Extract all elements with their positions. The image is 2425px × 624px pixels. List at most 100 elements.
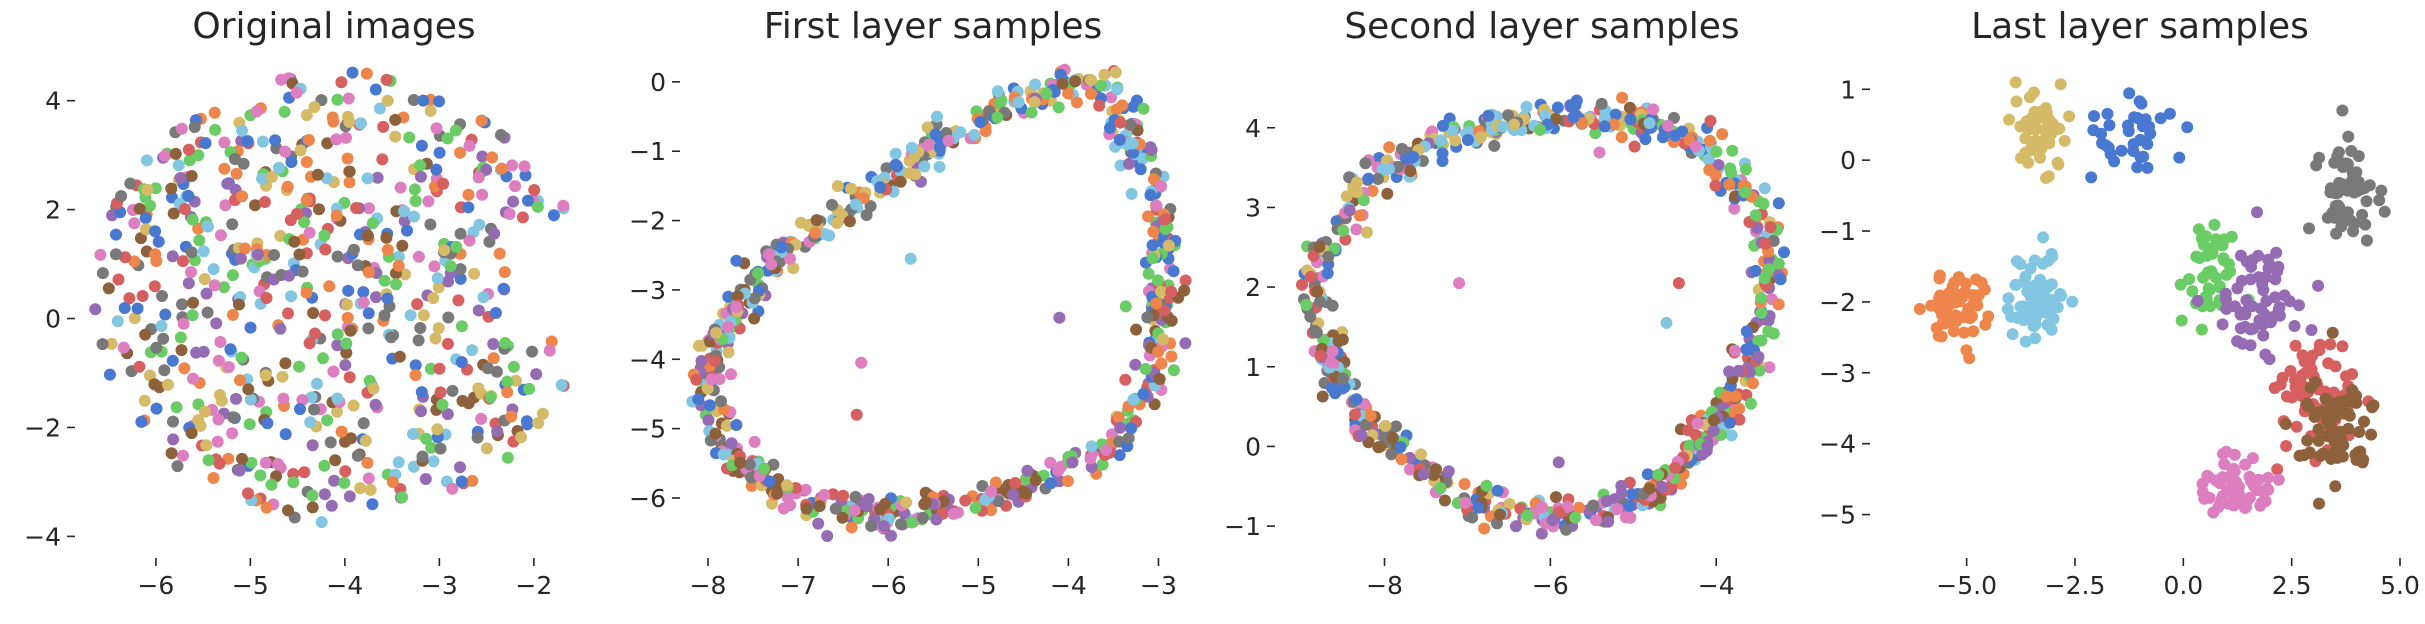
scatter-point (317, 352, 329, 365)
scatter-point (199, 137, 212, 150)
scatter-point (449, 124, 462, 137)
scatter-point (702, 414, 715, 427)
x-tick-label: −3 (1140, 571, 1177, 600)
scatter-point (2342, 422, 2355, 435)
scatter-point (2141, 161, 2154, 174)
scatter-point (717, 448, 730, 461)
scatter-point (320, 172, 333, 185)
scatter-point (2365, 428, 2378, 441)
scatter-point (249, 199, 261, 212)
scatter-point (1623, 101, 1636, 114)
scatter-point (1404, 165, 1417, 177)
scatter-point (363, 202, 375, 215)
scatter-point (2308, 410, 2321, 423)
scatter-point (2003, 113, 2016, 126)
scatter-point (2123, 87, 2136, 100)
scatter-point (2006, 328, 2019, 341)
scatter-point (412, 334, 425, 347)
scatter-point (2058, 134, 2071, 147)
scatter-point (2303, 447, 2316, 460)
scatter-point (850, 408, 863, 421)
scatter-point (2251, 484, 2264, 497)
scatter-point (1308, 324, 1321, 337)
scatter-point (1134, 163, 1147, 176)
scatter-point (424, 362, 437, 375)
scatter-point (1569, 511, 1582, 524)
scatter-point (1701, 440, 1714, 453)
scatter-point (1615, 131, 1628, 144)
scatter-point (476, 150, 489, 163)
scatter-point (236, 452, 248, 465)
scatter-point (1669, 129, 1682, 142)
scatter-point (213, 457, 226, 470)
scatter-point (836, 511, 849, 524)
scatter-point (743, 458, 756, 471)
scatter-point (709, 427, 722, 440)
scatter-point (473, 218, 486, 231)
scatter-point (2034, 151, 2046, 164)
scatter-point (175, 122, 188, 135)
scatter-point (519, 169, 532, 182)
scatter-point (2010, 95, 2023, 108)
scatter-point (432, 281, 445, 294)
scatter-point (2218, 458, 2231, 471)
scatter-point (331, 339, 344, 352)
scatter-point (2222, 258, 2235, 271)
scatter-point (2175, 314, 2188, 327)
scatter-point (230, 167, 243, 180)
scatter-point (230, 392, 242, 405)
scatter-point (692, 393, 705, 406)
scatter-point (141, 154, 153, 167)
scatter-point (1362, 172, 1375, 185)
scatter-point (198, 405, 211, 418)
scatter-point (2366, 401, 2379, 414)
scatter-point (1307, 249, 1320, 262)
scatter-point (250, 105, 263, 118)
scatter-point (1436, 119, 1449, 132)
scatter-point (419, 473, 432, 485)
scatter-point (2324, 338, 2337, 351)
scatter-point (166, 250, 179, 263)
scatter-point (1609, 108, 1622, 121)
scatter-point (1438, 494, 1451, 507)
scatter-point (218, 281, 230, 294)
scatter-point (2009, 76, 2022, 89)
scatter-point (722, 320, 735, 333)
scatter-point (302, 134, 315, 146)
scatter-point (929, 128, 942, 141)
scatter-point (2251, 206, 2263, 219)
scatter-point (178, 203, 191, 215)
scatter-point (2207, 506, 2220, 519)
scatter-point (1725, 166, 1738, 179)
scatter-point (96, 338, 109, 351)
scatter-point (985, 485, 998, 498)
scatter-point (1119, 300, 1132, 313)
scatter-point (1550, 491, 1562, 504)
scatter-point (1147, 225, 1160, 238)
scatter-point (1466, 511, 1479, 524)
scatter-point (408, 210, 420, 223)
scatter-point (523, 382, 536, 395)
scatter-point (2191, 294, 2204, 307)
scatter-point (518, 160, 531, 173)
scatter-point (1355, 429, 1368, 442)
scatter-point (1178, 284, 1191, 297)
scatter-point (366, 217, 379, 230)
scatter-point (1094, 79, 1107, 92)
scatter-point (1662, 119, 1674, 132)
scatter-point (408, 183, 421, 196)
scatter-point (486, 151, 499, 164)
scatter-point (1598, 111, 1611, 124)
scatter-point (1404, 463, 1416, 476)
scatter-point (947, 507, 960, 520)
scatter-point (342, 92, 355, 105)
scatter-point (2245, 260, 2258, 273)
scatter-point (319, 243, 332, 256)
scatter-point (321, 414, 334, 427)
scatter-point (167, 207, 180, 220)
scatter-point (1478, 522, 1491, 535)
scatter-point (1657, 131, 1669, 144)
scatter-point (2293, 299, 2305, 312)
scatter-point (2018, 276, 2031, 288)
scatter-point (1967, 325, 1980, 338)
